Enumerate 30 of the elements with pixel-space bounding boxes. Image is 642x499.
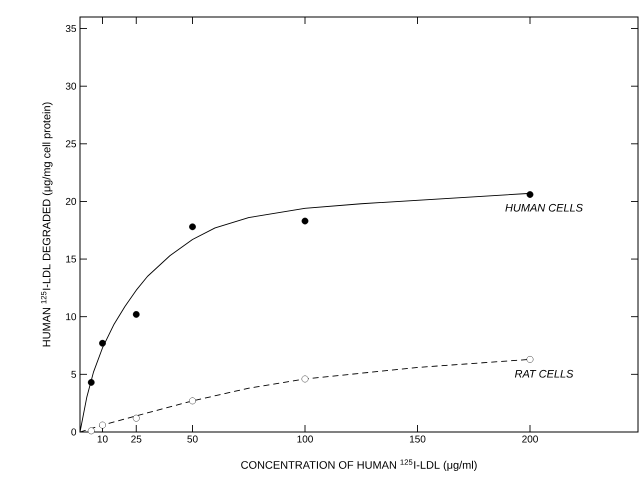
series-label: HUMAN CELLS bbox=[505, 204, 583, 212]
y-tick-label: 10 bbox=[66, 313, 76, 320]
point bbox=[88, 427, 95, 434]
y-tick-label: 30 bbox=[66, 82, 76, 90]
x-tick-label: 100 bbox=[297, 436, 313, 443]
y-tick-label: 25 bbox=[66, 140, 76, 148]
point bbox=[99, 340, 106, 347]
y-tick-label: 5 bbox=[71, 370, 76, 378]
point bbox=[526, 191, 534, 198]
x-tick-label: 150 bbox=[410, 436, 426, 443]
y-tick-label: 0 bbox=[71, 428, 76, 436]
y-tick-label: 20 bbox=[66, 198, 76, 205]
x-tick-label: 25 bbox=[131, 436, 142, 443]
point bbox=[526, 356, 534, 363]
x-tick-label: 50 bbox=[187, 436, 198, 443]
point bbox=[189, 397, 196, 404]
x-tick-label: 200 bbox=[522, 436, 538, 443]
y-tick-label: 15 bbox=[66, 256, 76, 263]
point bbox=[88, 379, 95, 386]
x-tick-label: 10 bbox=[98, 436, 108, 443]
y-axis-title: HUMAN $^{125}$I-LDL DEGRADED (μg/mg cell protein) bbox=[40, 102, 53, 346]
point bbox=[132, 311, 140, 318]
point bbox=[189, 223, 196, 230]
x-axis-title: CONCENTRATION OF HUMAN $^{125}$I-LDL (μg/ml) bbox=[241, 459, 477, 471]
point bbox=[99, 422, 106, 428]
series-label: RAT CELLS bbox=[514, 370, 574, 378]
y-tick-label: 35 bbox=[66, 25, 76, 32]
point bbox=[302, 376, 308, 382]
point bbox=[302, 218, 308, 224]
point bbox=[132, 414, 140, 422]
